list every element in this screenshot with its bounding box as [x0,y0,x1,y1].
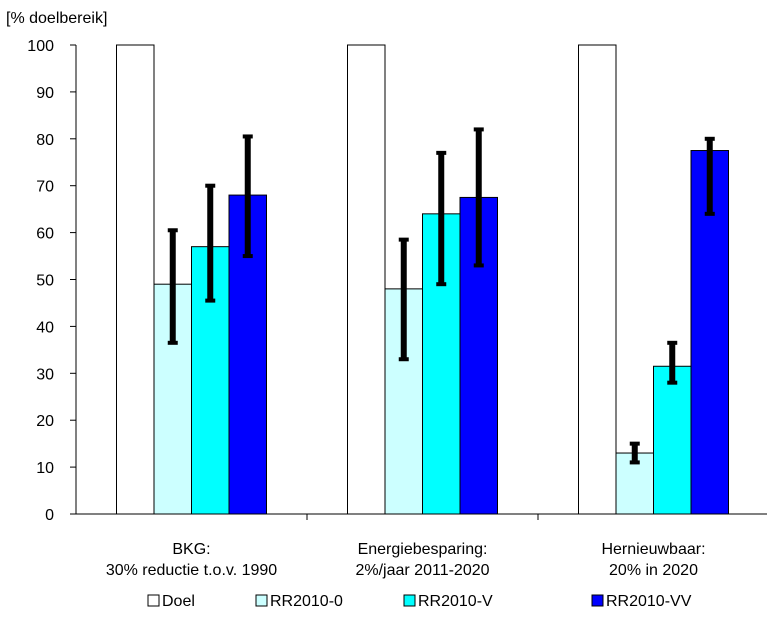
bar-doel-2 [347,44,386,515]
bar-rr2010-v-3 [653,365,692,515]
y-tick-label: 10 [36,460,54,477]
y-axis-label: [% doelbereik] [6,10,107,27]
y-tick-label: 70 [36,179,54,196]
y-tick-label: 60 [36,226,54,243]
y-tick-label: 50 [36,273,54,290]
error-bars-layer [167,127,715,465]
y-tick-label: 100 [27,38,54,55]
legend-label-rr2010-v: RR2010-V [418,593,493,610]
y-tick-label: 80 [36,132,54,149]
legend-label-rr2010-0: RR2010-0 [270,593,343,610]
x-tick-label: Hernieuwbaar: 20% in 2020 [601,541,705,579]
bar-doel-1 [116,44,155,515]
legend-swatch-doel [147,594,160,607]
legend: Doel RR2010-0 RR2010-V RR2010-VV [147,593,692,610]
axes-layer: BKG: 30% reductie t.o.v. 1990 Energiebespa… [27,38,767,579]
y-tick-label: 0 [45,507,54,524]
legend-label-rr2010-vv: RR2010-VV [606,593,692,610]
bar-doel-3 [578,44,617,515]
x-tick-label: BKG: 30% reductie t.o.v. 1990 [106,541,277,579]
legend-swatch-rr2010-0 [255,594,268,607]
y-tick-label: 90 [36,85,54,102]
legend-swatch-rr2010-vv [591,594,604,607]
y-tick-label: 30 [36,366,54,383]
y-tick-label: 40 [36,319,54,336]
legend-label-doel: Doel [162,593,195,610]
legend-swatch-rr2010-v [403,594,416,607]
x-tick-label: Energiebesparing: 2%/jaar 2011-2020 [355,541,489,579]
y-tick-label: 20 [36,413,54,430]
